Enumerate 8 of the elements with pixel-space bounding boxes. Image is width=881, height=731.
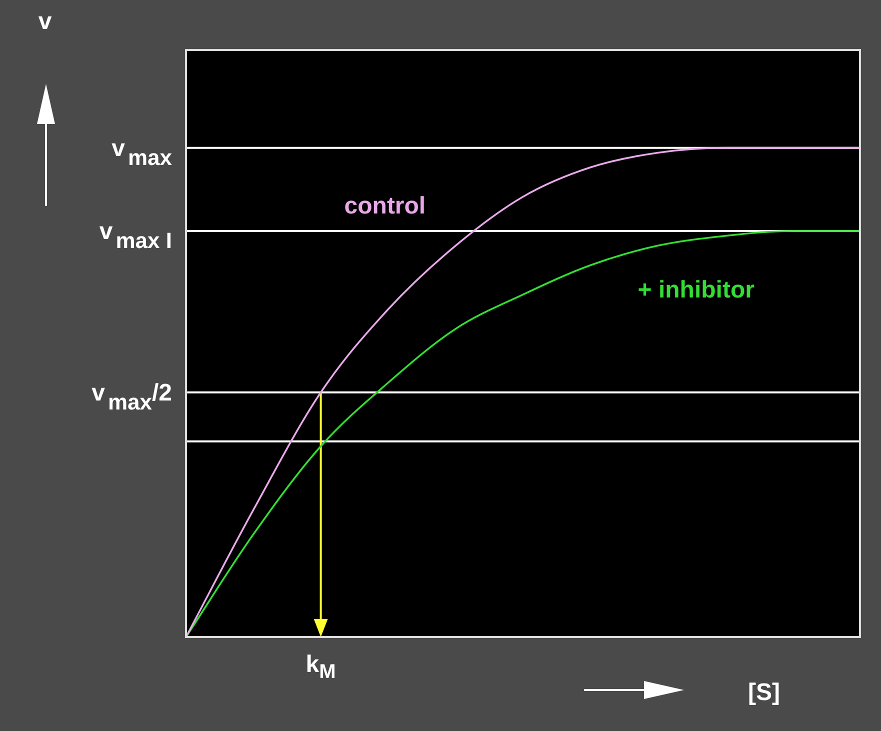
ref-line-label: vmax [112, 134, 173, 170]
text: v [38, 8, 52, 37]
series-label: + inhibitor [638, 276, 754, 304]
series-label: control [344, 192, 426, 220]
ref-line-label: vmax I [99, 218, 172, 253]
ref-line-label: vmax/2 [92, 379, 172, 414]
text: k$_{M}$ [306, 651, 336, 684]
x-axis-title: [S] [748, 679, 780, 706]
